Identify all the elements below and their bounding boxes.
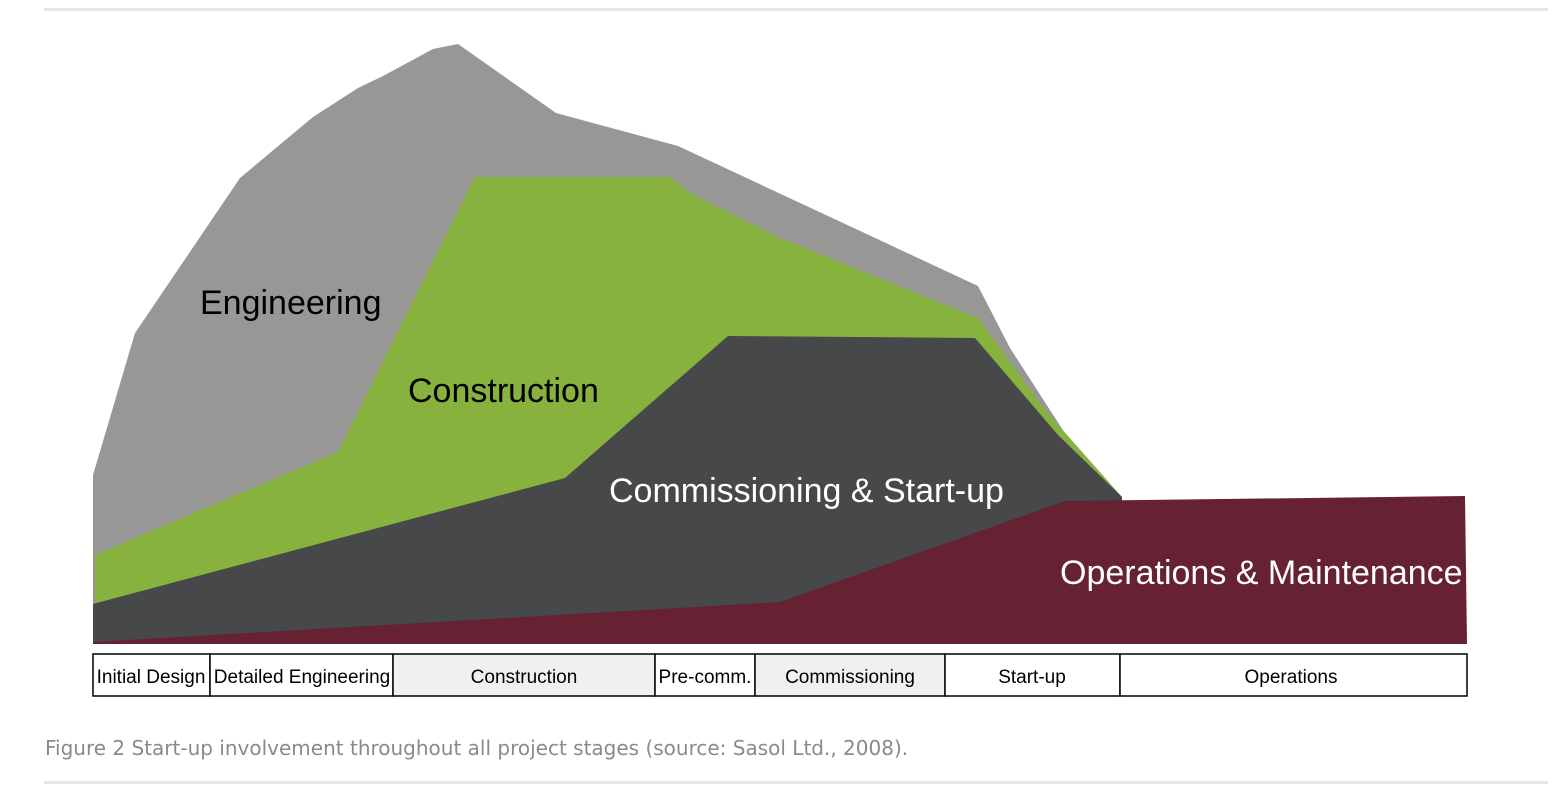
stage-bar: Initial Design Detailed Engineering Cons…: [92, 653, 1468, 697]
stage-cell-commissioning: [754, 653, 946, 697]
stage-label-start-up: Start-up: [998, 667, 1066, 688]
stage-label-initial-design: Initial Design: [97, 667, 206, 688]
commissioning-startup-area: [93, 336, 1122, 642]
stage-label-pre-comm: Pre-comm.: [659, 667, 752, 688]
stage-label-operations: Operations: [1245, 667, 1338, 688]
stage-label-construction: Construction: [471, 667, 578, 688]
stage-cell-operations: [1119, 653, 1468, 697]
stage-label-detailed-engineering: Detailed Engineering: [214, 667, 390, 688]
bottom-divider: [44, 781, 1548, 784]
operations-maintenance-label: Operations & Maintenance: [1060, 554, 1463, 592]
stage-cell-initial-design: [92, 653, 211, 697]
construction-label: Construction: [408, 372, 599, 410]
stage-label-commissioning: Commissioning: [785, 667, 915, 688]
top-divider: [44, 8, 1548, 11]
stage-cell-detailed-engineering: [209, 653, 394, 697]
commissioning-startup-label: Commissioning & Start-up: [609, 472, 1004, 510]
stage-cell-construction: [392, 653, 656, 697]
operations-maintenance-area: [93, 496, 1467, 644]
figure-caption: Figure 2 Start-up involvement throughout…: [45, 736, 909, 760]
engineering-label: Engineering: [200, 284, 381, 322]
